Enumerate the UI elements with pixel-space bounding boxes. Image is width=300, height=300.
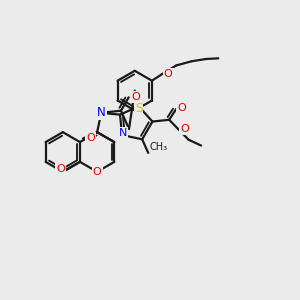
Text: N: N [119, 128, 127, 138]
Text: N: N [97, 106, 106, 119]
Text: O: O [93, 167, 101, 177]
Text: O: O [180, 124, 189, 134]
Text: CH₃: CH₃ [149, 142, 167, 152]
Text: O: O [132, 92, 140, 102]
Text: S: S [135, 102, 142, 115]
Text: O: O [164, 69, 172, 79]
Text: O: O [86, 134, 95, 143]
Text: O: O [177, 103, 186, 113]
Text: O: O [56, 164, 65, 174]
